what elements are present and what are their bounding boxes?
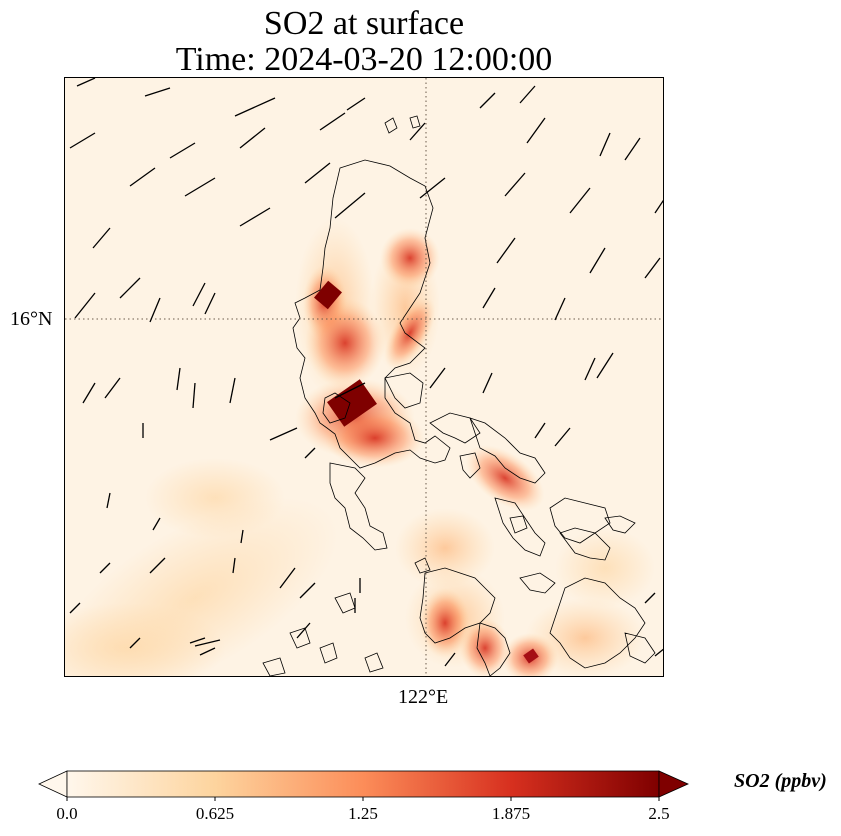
map-svg bbox=[65, 78, 663, 676]
colorbar-tick-label: 1.25 bbox=[348, 804, 378, 823]
colorbar-tick-label: 2.5 bbox=[648, 804, 670, 823]
colorbar-extend-max bbox=[658, 770, 689, 798]
colorbar-tick-label: 0.625 bbox=[195, 804, 235, 823]
lon-label: 122°E bbox=[398, 686, 449, 708]
colorbar-tick-label: 0.0 bbox=[56, 804, 78, 823]
wind-vectors bbox=[69, 78, 663, 667]
map-panel[interactable] bbox=[64, 77, 664, 677]
colorbar-tick-label: 1.875 bbox=[491, 804, 531, 823]
colorbar-label: SO2 (ppbv) bbox=[734, 770, 827, 792]
chart-title: SO2 at surface bbox=[263, 5, 465, 42]
colorbar-tick-marks bbox=[66, 797, 660, 801]
lat-label: 16°N bbox=[10, 308, 53, 330]
gridlines bbox=[65, 78, 663, 676]
colorbar-gradient bbox=[66, 770, 660, 798]
coastlines bbox=[262, 115, 656, 676]
chart-subtitle: Time: 2024-03-20 12:00:00 bbox=[175, 41, 553, 78]
colorbar-extend-min bbox=[38, 770, 68, 798]
